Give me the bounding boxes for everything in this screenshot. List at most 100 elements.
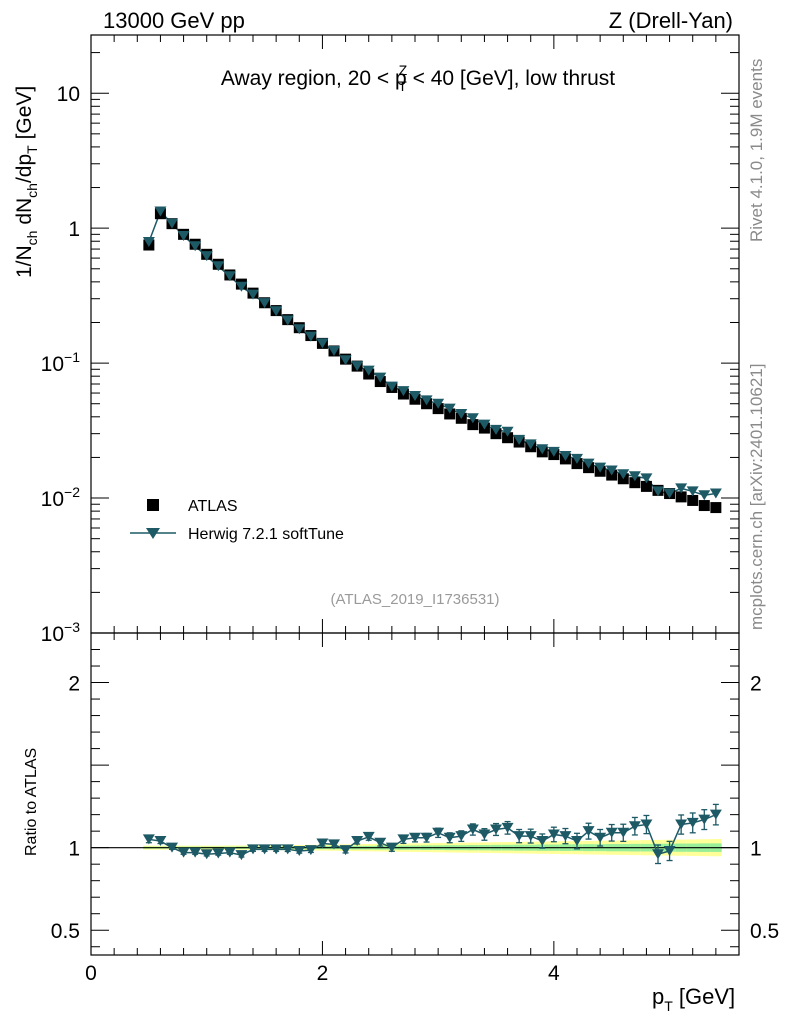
ratio-frame (90, 632, 740, 956)
ratio-point (281, 844, 294, 855)
herwig-point (420, 395, 433, 406)
ratio-point (536, 836, 549, 847)
ratio-point (628, 821, 641, 832)
ratio-point (212, 848, 225, 859)
ratio-point (247, 844, 259, 855)
ratio-point (675, 819, 688, 830)
herwig-point (617, 469, 630, 480)
ratio-point (316, 838, 329, 849)
ratio-point (605, 827, 618, 838)
herwig-point (466, 413, 479, 424)
ratio-point (258, 844, 271, 855)
herwig-point (547, 446, 560, 457)
herwig-point (559, 450, 572, 461)
herwig-point (397, 386, 410, 397)
herwig-point (409, 391, 421, 402)
ratio-point (293, 845, 306, 856)
atlas-point (467, 419, 479, 431)
ratio-point (652, 849, 664, 860)
herwig-point (223, 271, 236, 282)
herwig-point (339, 355, 352, 366)
ratio-point (304, 845, 317, 856)
herwig-point (524, 439, 537, 450)
ratio-point (443, 832, 456, 843)
ratio-point (698, 814, 711, 825)
main-panel: 10 1 10−1 10−2 10−3 Away region, 20 < pZ T < … (13, 34, 740, 646)
herwig-point (490, 424, 502, 435)
herwig-point (432, 398, 445, 409)
herwig-point (582, 458, 595, 469)
ratio-point (524, 831, 537, 842)
herwig-point (281, 315, 294, 326)
ratio-point (709, 809, 722, 820)
herwig-point (628, 471, 641, 482)
ratio-point (420, 832, 433, 843)
ratio-panel: 0 2 4 2 2 1 1 0.5 0.5 Ratio to ATLAS (23, 632, 779, 985)
ratio-point (328, 839, 340, 850)
legend-atlas-label: ATLAS (188, 498, 238, 515)
herwig-point (189, 241, 202, 252)
ratio-point (362, 831, 375, 842)
ratio-point (559, 831, 572, 842)
herwig-point (142, 236, 155, 247)
ratio-point (455, 831, 468, 842)
legend: ATLAS Herwig 7.2.1 softTune (130, 498, 344, 543)
ratio-point (200, 849, 213, 860)
process-label: Z (Drell-Yan) (609, 8, 733, 33)
ratio-point (594, 832, 607, 843)
herwig-point (258, 298, 271, 309)
ratio-tick-label-right: 1 (750, 838, 762, 861)
ratio-tick-label-right: 0.5 (750, 920, 779, 943)
ratio-point (189, 847, 202, 858)
ratio-point (640, 819, 653, 830)
legend-herwig-label: Herwig 7.2.1 softTune (188, 526, 344, 543)
herwig-point (177, 230, 190, 241)
x-tick-label: 4 (548, 962, 560, 985)
ratio-point (339, 845, 352, 856)
herwig-point (571, 453, 583, 464)
herwig-point (374, 372, 387, 383)
x-tick-label: 2 (317, 962, 329, 985)
ratio-point (501, 822, 514, 833)
herwig-point (709, 488, 722, 499)
herwig-point (652, 486, 664, 497)
herwig-point (270, 306, 283, 317)
ratio-point (235, 850, 248, 861)
herwig-line (148, 210, 716, 496)
ratio-point (397, 834, 410, 845)
y-tick-label: 10−1 (41, 349, 81, 376)
herwig-point (385, 381, 398, 392)
ratio-tick-label-left: 2 (68, 673, 80, 696)
herwig-point (686, 486, 699, 497)
ratio-point (490, 824, 502, 835)
atlas-point (687, 494, 699, 506)
herwig-point (362, 365, 375, 376)
source-label: mcplots.cern.ch [arXiv:2401.10621] (747, 364, 766, 630)
herwig-point (675, 483, 688, 494)
y-axis-label: 1/Nch dNch/dpT [GeV] (13, 86, 40, 278)
herwig-point (594, 462, 607, 473)
ratio-point (571, 836, 583, 847)
ratio-tick-label-left: 1 (68, 838, 80, 861)
ratio-tick-label-left: 0.5 (51, 920, 80, 943)
herwig-point (351, 361, 364, 372)
herwig-point (304, 331, 317, 342)
rivet-label: Rivet 4.1.0, 1.9M events (747, 59, 766, 242)
ratio-point (478, 829, 491, 840)
herwig-point (293, 324, 306, 335)
main-frame (90, 34, 740, 634)
ratio-point (223, 847, 236, 858)
y-tick-label: 10−2 (41, 484, 81, 511)
herwig-point (640, 473, 653, 484)
herwig-point (501, 426, 514, 437)
x-tick-label: 0 (85, 962, 97, 985)
ratio-point (385, 842, 398, 853)
legend-herwig-marker (146, 528, 160, 539)
ratio-tick-label-right: 2 (750, 673, 762, 696)
chart-title: Away region, 20 < pZ T < 40 [GeV], low th… (221, 62, 615, 94)
ratio-point (547, 829, 560, 840)
y-tick-label: 1 (68, 218, 80, 241)
herwig-point (478, 419, 491, 430)
herwig-point (605, 465, 618, 476)
